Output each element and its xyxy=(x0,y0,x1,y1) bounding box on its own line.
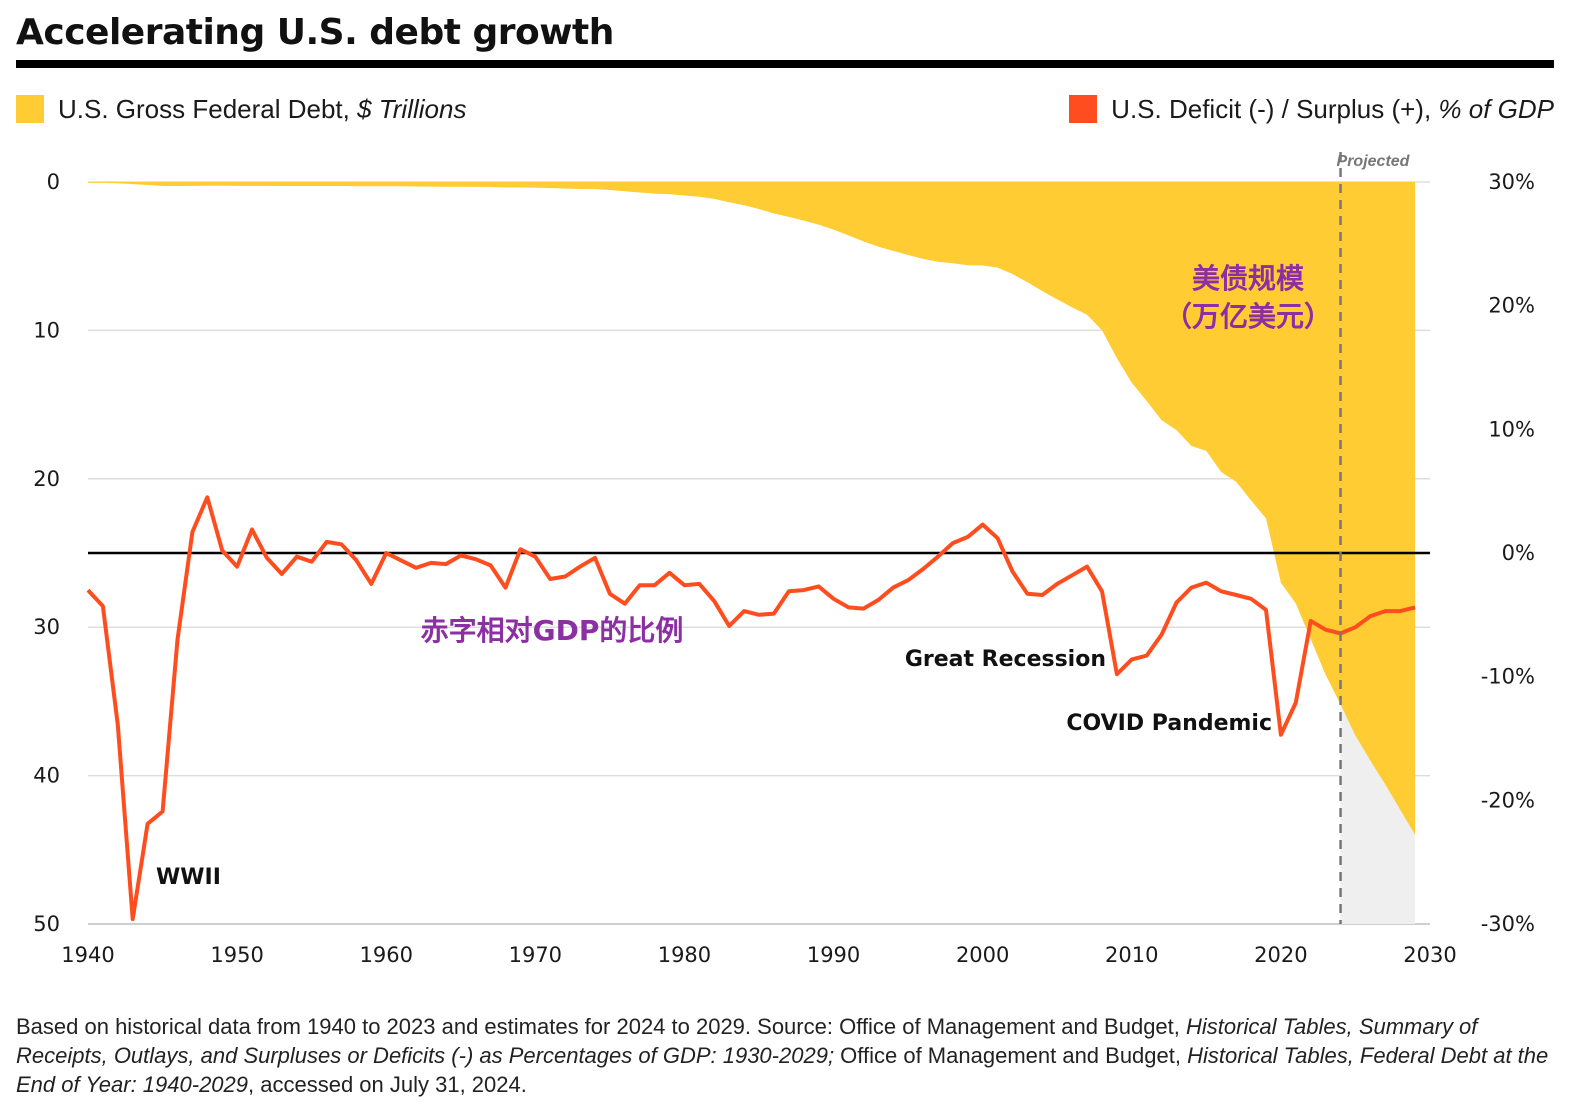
axis-labels: 1940 1950 1960 1970 1980 1990 2000 2010 2020 2030… xyxy=(33,170,1535,967)
x-tick-label: 2000 xyxy=(956,943,1009,967)
footnote-part2: Historical Tables, Summary of Receipts, … xyxy=(16,1014,1478,1068)
footnote-part1: Based on historical data from 1940 to 20… xyxy=(16,1014,1187,1039)
source-footnote: Based on historical data from 1940 to 20… xyxy=(16,1012,1561,1099)
projection-layer: Projected xyxy=(1337,152,1411,924)
annotations: WWII Great Recession COVID Pandemic 美债规模 （万亿… xyxy=(156,262,1332,890)
legend-debt: U.S. Gross Federal Debt, $ Trillions xyxy=(16,94,466,124)
footnote-part4: Historical Tables, Federal Debt at the E… xyxy=(16,1043,1549,1097)
deficit-line-layer xyxy=(86,495,1416,922)
x-tick-label: 1950 xyxy=(210,943,263,967)
x-tick-label: 2030 xyxy=(1403,943,1456,967)
chart-canvas: Projected 1940 1950 1960 1970 1980 1990 2000 20… xyxy=(33,152,1535,967)
chart-title: Accelerating U.S. debt growth xyxy=(16,12,614,53)
legend-debt-unit: $ Trillions xyxy=(357,93,467,124)
right-tick-label: 0% xyxy=(1502,541,1535,565)
footnote-part3: Office of Management and Budget, xyxy=(834,1043,1188,1068)
title-rule xyxy=(16,60,1554,68)
annotation-covid: COVID Pandemic xyxy=(1066,711,1272,736)
legend-deficit-swatch xyxy=(1069,95,1098,123)
annotation-deficit-cn: 赤字相对GDP的比例 xyxy=(421,614,684,647)
debt-area xyxy=(88,182,1416,835)
left-tick-label: 40 xyxy=(33,764,60,788)
right-tick-label: 10% xyxy=(1488,417,1535,441)
debt-area-layer xyxy=(88,182,1416,924)
left-tick-label: 0 xyxy=(47,170,60,194)
left-tick-label: 10 xyxy=(33,318,60,342)
annotation-debt-cn-unit: （万亿美元） xyxy=(1164,300,1332,333)
legend-debt-swatch xyxy=(16,95,44,123)
left-tick-label: 50 xyxy=(33,912,60,936)
x-tick-label: 2010 xyxy=(1105,943,1158,967)
legend-debt-label: U.S. Gross Federal Debt, xyxy=(58,93,350,124)
right-tick-label: 20% xyxy=(1488,294,1535,318)
x-tick-label: 1940 xyxy=(61,943,114,967)
x-tick-label: 2020 xyxy=(1254,943,1307,967)
right-tick-label: -30% xyxy=(1481,912,1535,936)
projection-shade xyxy=(1340,704,1416,924)
projected-label: Projected xyxy=(1337,153,1411,170)
right-tick-label: 30% xyxy=(1488,170,1535,194)
annotation-wwii: WWII xyxy=(156,865,221,890)
left-tick-label: 20 xyxy=(33,467,60,491)
annotation-great-recession: Great Recession xyxy=(905,647,1106,672)
legend-deficit-unit: % of GDP xyxy=(1438,93,1554,124)
annotation-debt-cn: 美债规模 xyxy=(1192,262,1305,295)
legend-deficit-label: U.S. Deficit (-) / Surplus (+), xyxy=(1111,93,1432,124)
x-tick-label: 1970 xyxy=(509,943,562,967)
left-tick-label: 30 xyxy=(33,615,60,639)
footnote-part5: , accessed on July 31, 2024. xyxy=(248,1072,527,1097)
deficit-line xyxy=(86,495,1416,922)
x-tick-label: 1960 xyxy=(359,943,412,967)
right-tick-label: -20% xyxy=(1481,788,1535,812)
right-tick-label: -10% xyxy=(1481,665,1535,689)
x-tick-label: 1990 xyxy=(807,943,860,967)
x-tick-label: 1980 xyxy=(658,943,711,967)
legend-deficit: U.S. Deficit (-) / Surplus (+), % of GDP xyxy=(1069,94,1554,124)
